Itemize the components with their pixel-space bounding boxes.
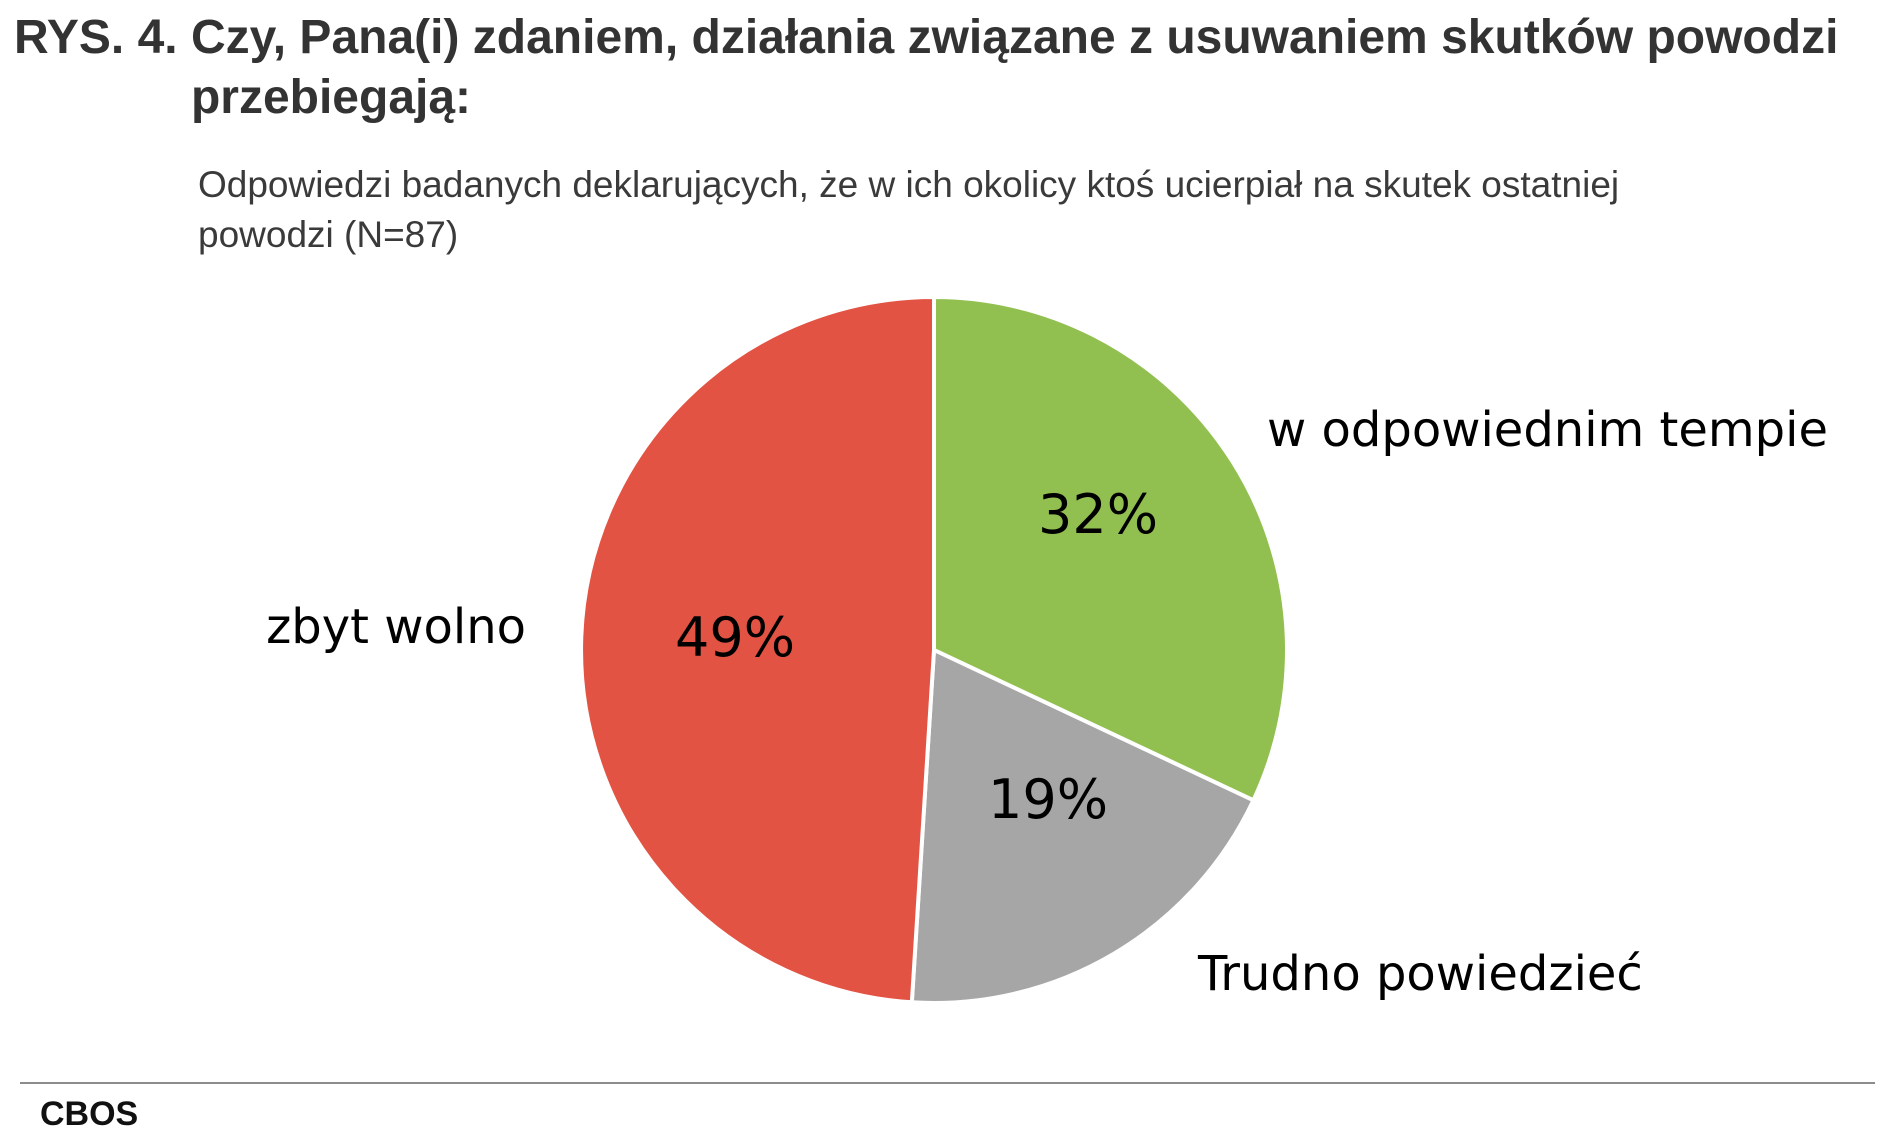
slice-value-label-3: 49% [675, 606, 795, 669]
slice-value-label-1: 32% [1038, 483, 1158, 546]
pie-slice-3 [579, 295, 936, 1005]
figure-number: RYS. 4. [14, 11, 191, 64]
chart-subtitle: Odpowiedzi badanych deklarujących, że w … [198, 164, 1620, 255]
pie-slice-2 [909, 648, 1256, 1005]
slice-name-label-1: w odpowiednim tempie [1267, 402, 1828, 458]
chart-title: RYS. 4. Czy, Pana(i) zdaniem, działania … [14, 8, 1874, 128]
slice-name-label-2: Trudno powiedzieć [1197, 946, 1643, 1002]
footer-divider [20, 1082, 1875, 1084]
pie-slice-1 [932, 295, 1289, 803]
source-label: CBOS [40, 1095, 139, 1133]
title-text: Czy, Pana(i) zdaniem, działania związane… [190, 11, 1839, 124]
slice-name-label-3: zbyt wolno [266, 599, 526, 655]
slice-value-label-2: 19% [988, 768, 1108, 831]
